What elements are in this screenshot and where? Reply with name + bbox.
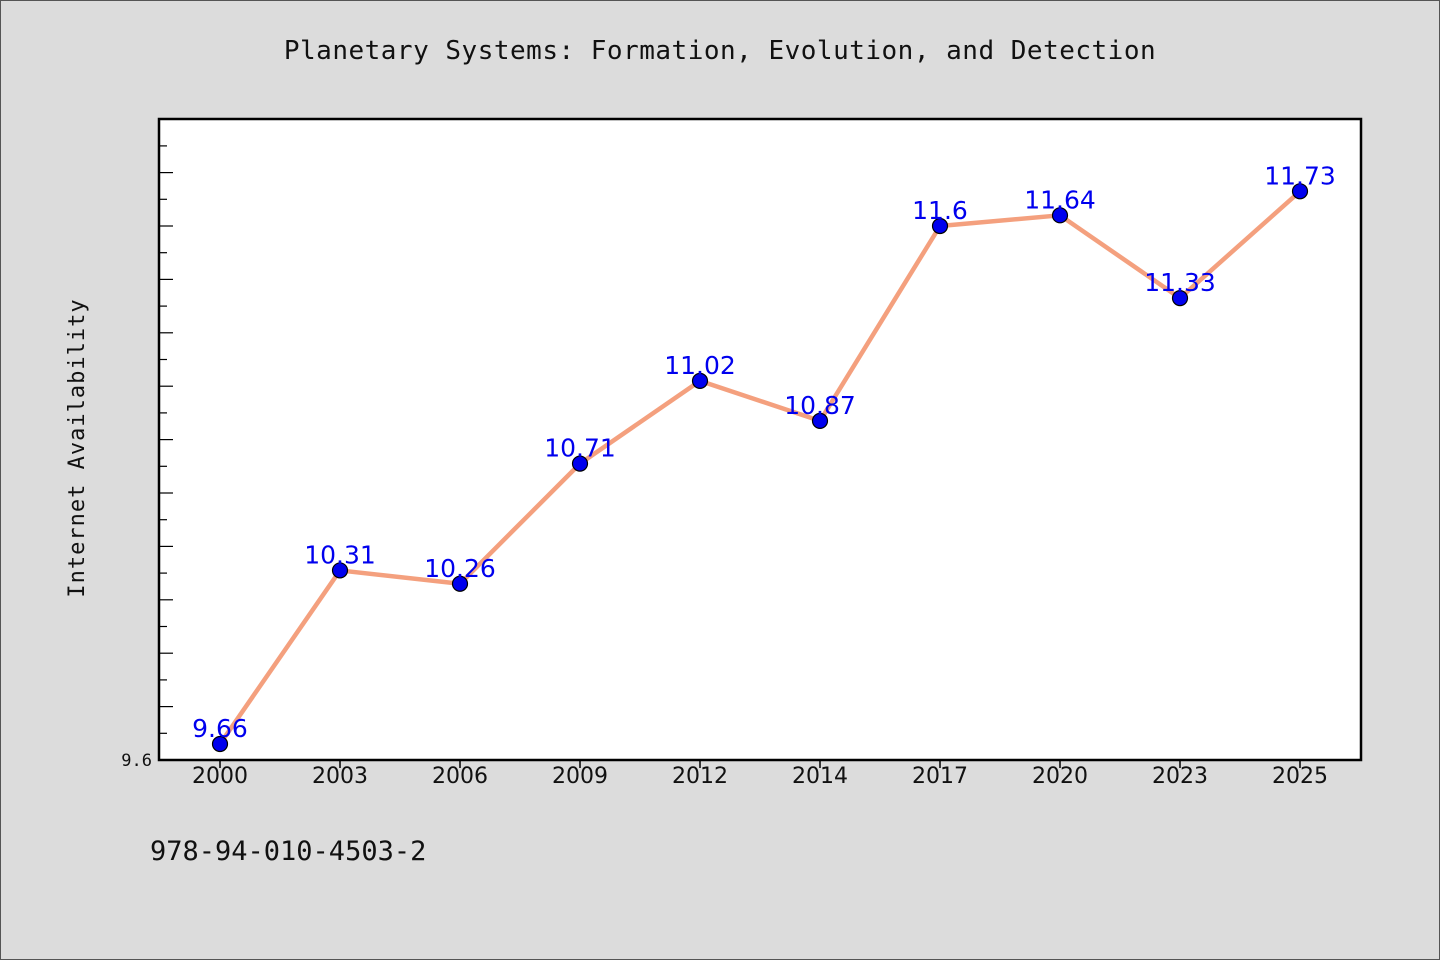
x-tick-label: 2000 [192,764,248,789]
data-points [211,183,1309,753]
series-line [218,189,1302,746]
data-point [331,562,349,579]
x-tick-label: 2020 [1032,764,1088,789]
data-point [571,455,589,472]
y-axis-label: Internet Availability [65,298,90,597]
data-label: 11.6 [912,196,968,225]
chart-title: Planetary Systems: Formation, Evolution,… [283,36,1157,66]
x-tick-label: 2012 [672,764,728,789]
data-label: 10.87 [784,391,856,420]
data-point [931,217,949,235]
data-point [1291,183,1309,200]
x-tick-label: 2014 [792,764,848,789]
x-tick-label: 2023 [1152,764,1208,789]
x-tick-label: 2017 [912,764,968,789]
data-point [211,735,229,753]
x-axis-ticks: 2000 2003 2006 2009 2012 2014 2017 2020 2023 2025 [192,760,1328,789]
data-labels: 9.66 10.31 10.26 10.71 11.02 10.87 11.6 11.64 11… [192,161,1336,743]
y-tick-label-min: 9.6 [121,751,152,771]
data-label: 11.64 [1024,185,1096,214]
data-point [451,575,469,592]
data-point [1051,207,1069,224]
data-point [1171,289,1189,307]
data-label: 10.71 [544,434,616,463]
x-tick-label: 2003 [312,764,368,789]
data-point [691,372,709,389]
x-tick-label: 2025 [1272,764,1328,789]
data-label: 11.33 [1144,268,1216,297]
x-tick-label: 2006 [432,764,488,789]
x-tick-label: 2009 [552,764,608,789]
data-label: 11.02 [664,351,736,380]
data-label: 10.26 [424,554,496,583]
isbn-text: 978-94-010-4503-2 [150,836,427,867]
y-axis-ticks [159,145,173,734]
data-label: 10.31 [304,540,376,569]
data-label: 11.73 [1264,161,1336,190]
plot-area [157,117,1363,762]
data-point [811,412,829,430]
data-label: 9.66 [192,714,248,743]
